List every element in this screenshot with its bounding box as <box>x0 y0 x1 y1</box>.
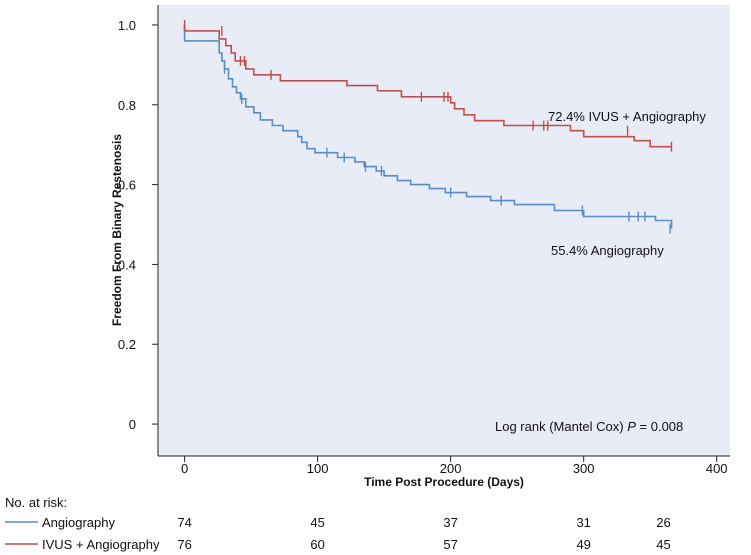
logrank-text: Log rank (Mantel Cox) <box>495 419 627 434</box>
risk-count: 49 <box>576 537 590 552</box>
y-tick-label: 0.2 <box>118 337 136 352</box>
risk-table: No. at risk: Angiography IVUS + Angiogra… <box>5 495 671 552</box>
series-line-ivus-angiography <box>183 25 672 148</box>
risk-count: 45 <box>656 537 670 552</box>
risk-count: 31 <box>576 515 590 530</box>
logrank-p: P <box>627 419 636 434</box>
x-axis-title: Time Post Procedure (Days) <box>364 475 524 489</box>
logrank-value: = 0.008 <box>636 419 683 434</box>
series-line-angiography <box>183 25 673 229</box>
risk-count: 74 <box>177 515 191 530</box>
y-tick-label: 1.0 <box>118 18 136 33</box>
y-axis-ticks: 0 0.2 0.4 0.6 0.8 1.0 <box>118 18 158 432</box>
risk-count: 37 <box>443 515 457 530</box>
y-tick-label: 0.4 <box>118 257 136 272</box>
x-tick-label: 300 <box>573 461 595 476</box>
risk-count: 57 <box>443 537 457 552</box>
y-tick-label: 0.8 <box>118 98 136 113</box>
risk-row-label-ivus: IVUS + Angiography <box>42 537 160 552</box>
x-tick-label: 400 <box>706 461 728 476</box>
y-tick-label: 0.6 <box>118 178 136 193</box>
risk-count: 76 <box>177 537 191 552</box>
x-tick-label: 200 <box>440 461 462 476</box>
plot-background <box>158 5 730 456</box>
risk-count: 45 <box>310 515 324 530</box>
risk-count: 60 <box>310 537 324 552</box>
risk-count: 26 <box>656 515 670 530</box>
x-tick-label: 100 <box>307 461 329 476</box>
survival-curves <box>183 19 673 234</box>
y-axis-title: Freedom From Binary Restenosis <box>110 134 124 326</box>
y-tick-label: 0 <box>129 417 136 432</box>
angio-end-label: 55.4% Angiography <box>551 243 664 258</box>
risk-row-label-angiography: Angiography <box>42 515 115 530</box>
ivus-end-label: 72.4% IVUS + Angiography <box>548 109 706 124</box>
x-axis-ticks: 0 100 200 300 400 <box>181 456 728 476</box>
logrank-annotation: Log rank (Mantel Cox) P = 0.008 <box>495 419 683 434</box>
risk-table-title: No. at risk: <box>5 495 67 510</box>
x-tick-label: 0 <box>181 461 188 476</box>
